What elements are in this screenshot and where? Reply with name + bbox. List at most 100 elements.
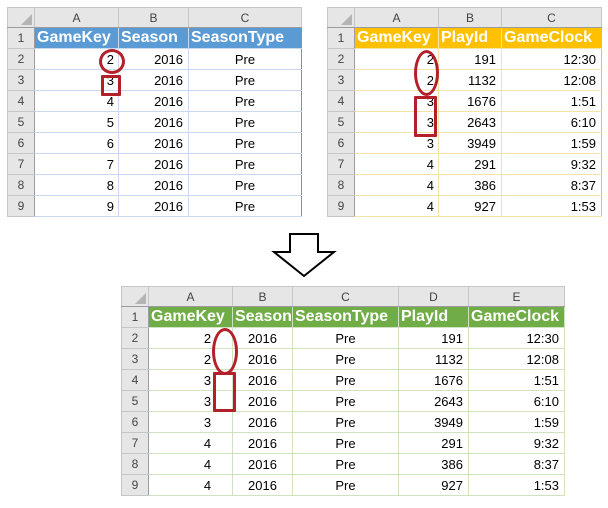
cell-gameclock[interactable]: 6:10 <box>468 390 565 412</box>
cell-seasontype[interactable]: Pre <box>292 369 399 391</box>
select-all-corner[interactable] <box>327 7 355 28</box>
column-header-b[interactable]: B <box>232 286 293 307</box>
cell-seasontype[interactable]: Pre <box>188 153 302 175</box>
cell-seasontype[interactable]: Pre <box>292 390 399 412</box>
cell-gamekey[interactable]: 4 <box>354 195 439 217</box>
cell-season[interactable]: 2016 <box>118 111 189 133</box>
cell-gamekey[interactable]: 4 <box>148 432 233 454</box>
cell-gamekey[interactable]: 9 <box>34 195 119 217</box>
column-header-a[interactable]: A <box>148 286 233 307</box>
row-header[interactable]: 2 <box>121 327 149 349</box>
row-header[interactable]: 5 <box>7 111 35 133</box>
row-header[interactable]: 8 <box>327 174 355 196</box>
row-header[interactable]: 1 <box>121 306 149 328</box>
row-header[interactable]: 4 <box>327 90 355 112</box>
cell-gameclock[interactable]: 1:59 <box>501 132 602 154</box>
cell-seasontype[interactable]: Pre <box>188 132 302 154</box>
header-cell-gameclock[interactable]: GameClock <box>468 306 565 328</box>
cell-gamekey[interactable]: 4 <box>148 474 233 496</box>
cell-playid[interactable]: 191 <box>398 327 469 349</box>
row-header[interactable]: 6 <box>327 132 355 154</box>
cell-season[interactable]: 2016 <box>232 411 293 433</box>
cell-season[interactable]: 2016 <box>232 453 293 475</box>
column-header-e[interactable]: E <box>468 286 565 307</box>
cell-gamekey[interactable]: 4 <box>354 174 439 196</box>
cell-gameclock[interactable]: 1:51 <box>501 90 602 112</box>
cell-seasontype[interactable]: Pre <box>188 69 302 91</box>
cell-playid[interactable]: 2643 <box>398 390 469 412</box>
cell-season[interactable]: 2016 <box>118 48 189 70</box>
cell-playid[interactable]: 3949 <box>438 132 502 154</box>
cell-playid[interactable]: 191 <box>438 48 502 70</box>
select-all-corner[interactable] <box>121 286 149 307</box>
cell-gameclock[interactable]: 1:53 <box>468 474 565 496</box>
cell-seasontype[interactable]: Pre <box>188 48 302 70</box>
header-cell-gameclock[interactable]: GameClock <box>501 27 602 49</box>
row-header[interactable]: 1 <box>327 27 355 49</box>
cell-gamekey[interactable]: 2 <box>148 348 233 370</box>
cell-gameclock[interactable]: 9:32 <box>501 153 602 175</box>
cell-seasontype[interactable]: Pre <box>292 411 399 433</box>
cell-gameclock[interactable]: 12:08 <box>501 69 602 91</box>
cell-season[interactable]: 2016 <box>232 390 293 412</box>
row-header[interactable]: 5 <box>121 390 149 412</box>
cell-gamekey[interactable]: 8 <box>34 174 119 196</box>
cell-gameclock[interactable]: 8:37 <box>468 453 565 475</box>
cell-season[interactable]: 2016 <box>118 69 189 91</box>
cell-gamekey[interactable]: 3 <box>354 132 439 154</box>
cell-seasontype[interactable]: Pre <box>292 474 399 496</box>
row-header[interactable]: 4 <box>121 369 149 391</box>
cell-season[interactable]: 2016 <box>232 369 293 391</box>
cell-gamekey[interactable]: 3 <box>148 369 233 391</box>
cell-gameclock[interactable]: 9:32 <box>468 432 565 454</box>
header-cell-season[interactable]: Season <box>118 27 189 49</box>
cell-gameclock[interactable]: 1:59 <box>468 411 565 433</box>
cell-playid[interactable]: 1132 <box>398 348 469 370</box>
row-header[interactable]: 6 <box>121 411 149 433</box>
header-cell-playid[interactable]: PlayId <box>438 27 502 49</box>
cell-season[interactable]: 2016 <box>118 132 189 154</box>
row-header[interactable]: 3 <box>327 69 355 91</box>
row-header[interactable]: 9 <box>327 195 355 217</box>
cell-gamekey[interactable]: 3 <box>354 111 439 133</box>
cell-seasontype[interactable]: Pre <box>292 432 399 454</box>
cell-seasontype[interactable]: Pre <box>188 195 302 217</box>
cell-gamekey[interactable]: 2 <box>354 48 439 70</box>
cell-gameclock[interactable]: 12:30 <box>501 48 602 70</box>
row-header[interactable]: 8 <box>7 174 35 196</box>
cell-season[interactable]: 2016 <box>118 153 189 175</box>
row-header[interactable]: 4 <box>7 90 35 112</box>
column-header-c[interactable]: C <box>292 286 399 307</box>
cell-playid[interactable]: 1676 <box>438 90 502 112</box>
cell-seasontype[interactable]: Pre <box>292 348 399 370</box>
column-header-c[interactable]: C <box>188 7 302 28</box>
cell-playid[interactable]: 1676 <box>398 369 469 391</box>
cell-gamekey[interactable]: 4 <box>148 453 233 475</box>
column-header-d[interactable]: D <box>398 286 469 307</box>
cell-gameclock[interactable]: 8:37 <box>501 174 602 196</box>
cell-gamekey[interactable]: 4 <box>34 90 119 112</box>
header-cell-seasontype[interactable]: SeasonType <box>292 306 399 328</box>
cell-playid[interactable]: 386 <box>438 174 502 196</box>
cell-season[interactable]: 2016 <box>118 195 189 217</box>
cell-season[interactable]: 2016 <box>232 432 293 454</box>
cell-gameclock[interactable]: 1:51 <box>468 369 565 391</box>
row-header[interactable]: 7 <box>7 153 35 175</box>
cell-season[interactable]: 2016 <box>232 474 293 496</box>
cell-gamekey[interactable]: 6 <box>34 132 119 154</box>
column-header-b[interactable]: B <box>438 7 502 28</box>
row-header[interactable]: 2 <box>7 48 35 70</box>
row-header[interactable]: 3 <box>121 348 149 370</box>
header-cell-gamekey[interactable]: GameKey <box>148 306 233 328</box>
header-cell-playid[interactable]: PlayId <box>398 306 469 328</box>
cell-gameclock[interactable]: 1:53 <box>501 195 602 217</box>
row-header[interactable]: 6 <box>7 132 35 154</box>
cell-seasontype[interactable]: Pre <box>188 174 302 196</box>
row-header[interactable]: 9 <box>7 195 35 217</box>
cell-gameclock[interactable]: 12:08 <box>468 348 565 370</box>
cell-season[interactable]: 2016 <box>232 348 293 370</box>
cell-playid[interactable]: 2643 <box>438 111 502 133</box>
column-header-a[interactable]: A <box>34 7 119 28</box>
header-cell-gamekey[interactable]: GameKey <box>34 27 119 49</box>
select-all-corner[interactable] <box>7 7 35 28</box>
